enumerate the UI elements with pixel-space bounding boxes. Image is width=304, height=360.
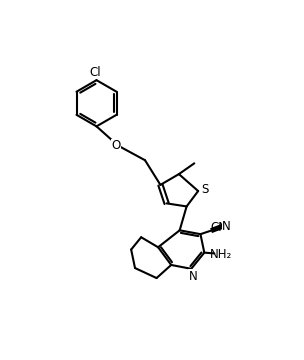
Text: CN: CN: [210, 221, 227, 234]
Text: N: N: [222, 220, 231, 233]
Text: NH₂: NH₂: [210, 248, 232, 261]
Text: S: S: [201, 183, 209, 196]
Text: Cl: Cl: [89, 66, 101, 79]
Text: N: N: [188, 270, 197, 283]
Text: O: O: [111, 139, 120, 152]
